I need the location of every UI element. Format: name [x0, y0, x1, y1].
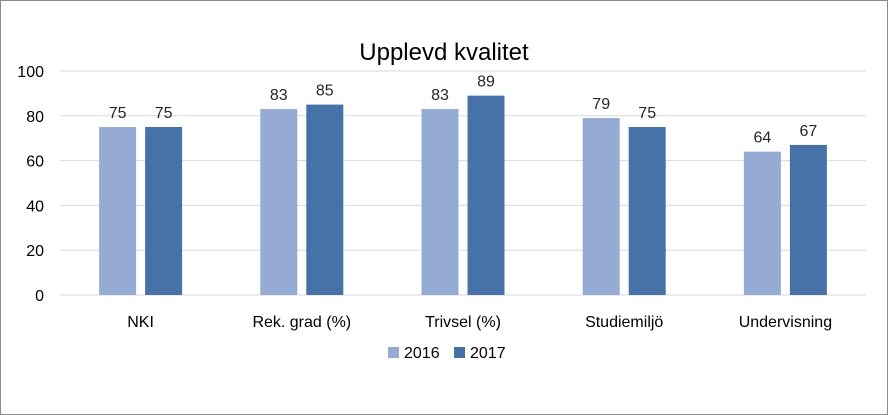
data-label: 75: [155, 105, 173, 122]
bar-2016-0: [99, 127, 137, 295]
data-label: 79: [592, 96, 610, 113]
bar-2017-0: [145, 127, 183, 295]
y-axis-tick-labels: 0 20 40 60 80 100: [17, 64, 44, 305]
bar-2017-2: [467, 95, 505, 295]
data-label: 83: [431, 87, 449, 104]
chart-title: Upplevd kvalitet: [359, 39, 529, 66]
y-tick-label: 20: [26, 243, 44, 260]
bars: [99, 95, 827, 295]
data-label: 85: [316, 83, 334, 100]
y-tick-label: 60: [26, 154, 44, 171]
legend-label: 2017: [470, 345, 506, 362]
y-tick-label: 80: [26, 109, 44, 126]
category-label: Undervisning: [739, 314, 832, 331]
bar-2016-3: [582, 118, 620, 295]
data-label: 89: [477, 74, 495, 91]
legend-swatch-2017: [454, 347, 465, 358]
y-tick-label: 100: [17, 64, 44, 81]
bar-2017-3: [628, 127, 666, 295]
data-label: 75: [109, 105, 127, 122]
data-label: 67: [800, 123, 818, 140]
data-labels: 75 75 83 85 83 89 79 75 64 67: [109, 74, 818, 147]
gridlines: [60, 70, 866, 296]
legend-swatch-2016: [388, 347, 399, 358]
data-label: 75: [638, 105, 656, 122]
bar-2016-4: [743, 151, 781, 295]
category-label: Rek. grad (%): [252, 314, 351, 331]
bar-2016-2: [421, 109, 459, 295]
legend: 2016 2017: [388, 345, 506, 362]
y-tick-label: 40: [26, 198, 44, 215]
bar-2017-4: [789, 144, 827, 295]
y-tick-label: 0: [35, 288, 44, 305]
bar-2017-1: [306, 104, 344, 295]
bar-2016-1: [260, 109, 298, 295]
data-label: 64: [754, 130, 772, 147]
legend-label: 2016: [404, 345, 440, 362]
data-label: 83: [270, 87, 288, 104]
category-label: Studiemiljö: [585, 314, 663, 331]
category-label: NKI: [127, 314, 154, 331]
x-axis-category-labels: NKI Rek. grad (%) Trivsel (%) Studiemiljö Un…: [127, 314, 832, 331]
category-label: Trivsel (%): [425, 314, 501, 331]
